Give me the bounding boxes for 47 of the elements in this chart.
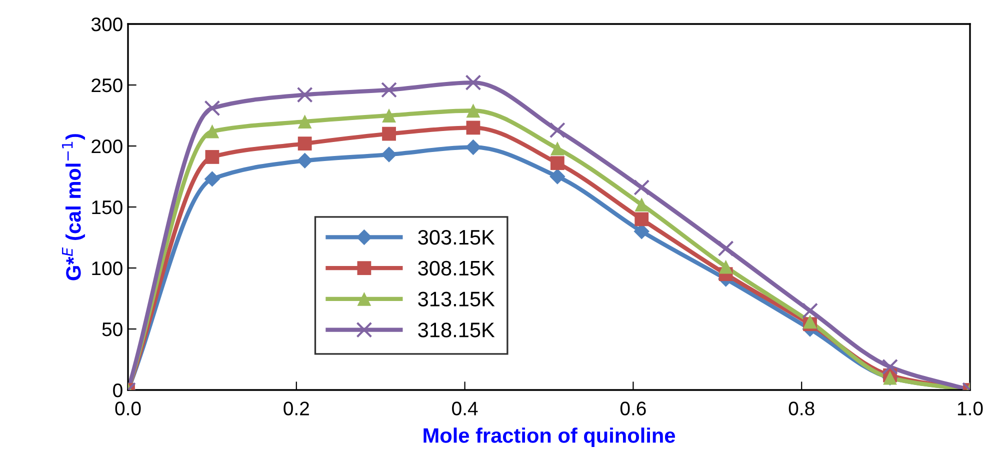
- point: [882, 358, 898, 375]
- y-tick-label: 300: [91, 17, 122, 32]
- point: [634, 198, 649, 212]
- point: [204, 100, 220, 116]
- point: [634, 179, 650, 196]
- point: [802, 302, 818, 319]
- point: [718, 260, 733, 274]
- point: [803, 314, 817, 329]
- point: [466, 120, 480, 135]
- legend-label: 303.15K: [418, 230, 495, 245]
- x-axis-title: Mole fraction of quinoline: [424, 428, 676, 447]
- point: [381, 146, 397, 162]
- point: [381, 82, 398, 98]
- y-tick-label: 200: [92, 139, 122, 154]
- y-axis-title: G*$^{E}$ (cal mol$^{−1}$): [62, 134, 85, 280]
- point: [718, 240, 734, 256]
- x-tick-label: 0.2: [284, 402, 309, 416]
- point: [382, 108, 396, 122]
- point: [550, 141, 564, 156]
- y-tick-label: 50: [102, 322, 122, 336]
- point: [465, 139, 482, 156]
- legend-label: 318.15K: [418, 322, 495, 338]
- point: [466, 104, 480, 118]
- point: [549, 122, 566, 138]
- y-tick-label: 100: [92, 261, 122, 276]
- point: [382, 126, 396, 141]
- point: [204, 171, 220, 187]
- point: [205, 124, 220, 138]
- y-tick-label: 150: [92, 200, 122, 214]
- point: [296, 152, 313, 168]
- point: [298, 114, 312, 129]
- point: [298, 136, 312, 151]
- x-tick-label: 0.4: [452, 402, 478, 416]
- point: [296, 86, 313, 103]
- point: [465, 74, 482, 91]
- y-tick-label: 250: [92, 78, 122, 92]
- y-tick-label: 0: [113, 383, 122, 398]
- x-tick-label: 0.8: [788, 402, 814, 416]
- legend-label: 308.15K: [418, 260, 495, 276]
- point: [634, 212, 649, 226]
- x-tick-label: 0.0: [115, 402, 141, 416]
- legend-label: 313.15K: [418, 292, 495, 306]
- x-tick-label: 0.6: [620, 402, 646, 416]
- point: [550, 156, 564, 170]
- point: [205, 150, 220, 164]
- x-tick-label: 1.0: [958, 402, 983, 416]
- point: [550, 168, 566, 184]
